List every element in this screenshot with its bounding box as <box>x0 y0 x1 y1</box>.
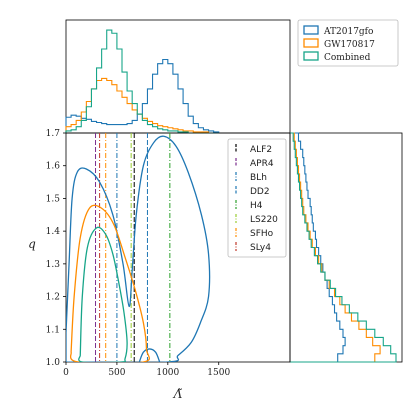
x-tick-label: 500 <box>108 368 125 378</box>
x-tick-label: 0 <box>63 368 69 378</box>
x-axis-label: Λ̃ <box>173 387 183 401</box>
eos-legend-label-sfho: SFHo <box>250 229 274 239</box>
lambda-hist-combined <box>65 29 219 134</box>
eos-legend-label-blh: BLh <box>250 173 267 183</box>
eos-legend-box <box>227 138 287 258</box>
legend-label-at2017gfo: AT2017gfo <box>323 27 373 37</box>
y-tick-label: 1.4 <box>46 227 61 237</box>
eos-legend-label-h4: H4 <box>250 201 263 211</box>
y-tick-label: 1.0 <box>46 358 61 368</box>
legend-swatch-combined <box>303 51 319 61</box>
eos-legend-label-alf2: ALF2 <box>250 145 272 155</box>
lambda-hist-at2017gfo <box>65 58 220 133</box>
contour-at2017gfo-outer <box>66 135 211 362</box>
x-tick-label: 1000 <box>156 368 179 378</box>
eos-legend-label-dd2: DD2 <box>250 187 270 197</box>
eos-legend-label-sly4: SLy4 <box>250 243 271 253</box>
y-tick-label: 1.7 <box>46 129 61 139</box>
y-tick-label: 1.1 <box>46 325 60 335</box>
y-tick-label: 1.5 <box>46 194 61 204</box>
joint-posterior-panel: 0 500 1000 1500 1.0 1.1 1.2 1.3 1.4 1.5 1.6 1.7 <box>46 129 291 378</box>
y-tick-label: 1.3 <box>46 260 61 270</box>
q-hist-combined <box>290 132 397 363</box>
legend-label-gw170817: GW170817 <box>324 40 375 50</box>
contour-at2017gfo-inner <box>138 348 161 362</box>
eos-legend-label-apr4: APR4 <box>250 159 274 169</box>
legend-swatch-gw170817 <box>303 38 319 48</box>
posterior-legend-box <box>297 19 399 67</box>
y-tick-label: 1.6 <box>46 162 61 172</box>
q-hist-at2017gfo <box>290 132 346 363</box>
y-axis-label: q <box>28 237 36 251</box>
eos-legend-label-ls220: LS220 <box>250 215 278 225</box>
contour-gw170817-outer <box>69 204 150 362</box>
x-tick-label: 1500 <box>207 368 230 378</box>
eos-legend: ALF2 APR4 BLh DD2 H4 LS220 SFHo SLy4 <box>227 138 287 258</box>
lambda-marginal-panel <box>65 19 291 134</box>
q-marginal-frame <box>289 132 403 363</box>
joint-panel-frame <box>65 132 291 363</box>
q-marginal-panel <box>289 132 403 363</box>
contour-combined-outer <box>78 226 128 362</box>
y-tick-label: 1.2 <box>46 293 60 303</box>
legend-label-combined: Combined <box>324 53 371 63</box>
posterior-legend: AT2017gfo GW170817 Combined <box>297 19 399 67</box>
legend-swatch-at2017gfo <box>303 25 319 35</box>
